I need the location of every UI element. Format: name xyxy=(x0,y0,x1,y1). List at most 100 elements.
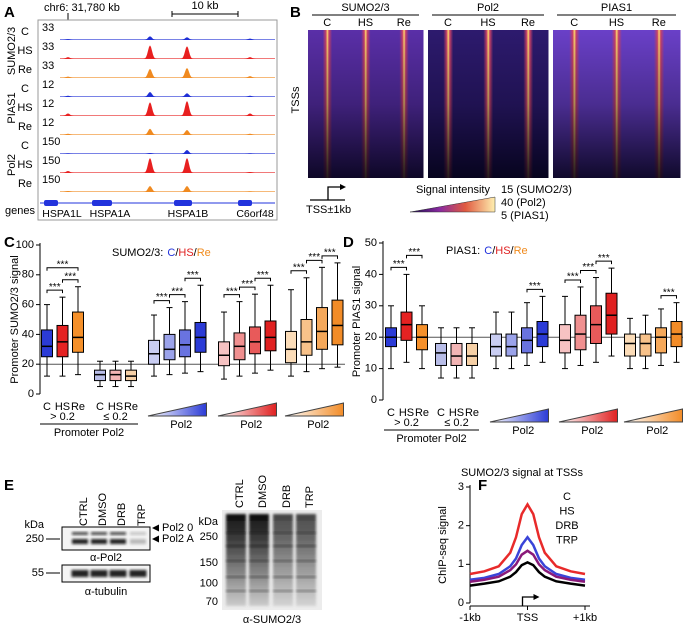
gene-block xyxy=(92,200,112,206)
heatmap-shade xyxy=(428,30,549,178)
track-group-label: PIAS1 xyxy=(6,92,18,123)
lane-label: DMSO xyxy=(257,475,269,508)
box xyxy=(331,299,344,346)
blot-band xyxy=(273,590,293,592)
colorbar xyxy=(409,196,496,213)
box-label: HS xyxy=(55,401,70,413)
box xyxy=(559,324,571,354)
lane-label: CTRL xyxy=(234,479,246,508)
significance-label: *** xyxy=(226,286,238,297)
tss-arrow xyxy=(521,596,536,606)
track-peak xyxy=(241,38,259,40)
blot-band xyxy=(249,545,269,547)
blot-band xyxy=(273,576,293,578)
track-baseline xyxy=(60,153,275,154)
y-axis-label: Promoter PIAS1 signal xyxy=(351,266,363,377)
title-part: / xyxy=(194,247,198,259)
gene-name: C6orf48 xyxy=(236,208,274,220)
title-part: C xyxy=(167,247,175,259)
heatmap-column-label: C xyxy=(323,17,331,29)
track-peak xyxy=(241,95,259,97)
blot-band xyxy=(226,576,246,578)
lane-label: DRB xyxy=(116,503,128,526)
group-title: Promoter Pol2 xyxy=(54,427,124,439)
box-label: C xyxy=(387,407,395,419)
blot-band xyxy=(273,532,293,534)
group-label: ≤ 0.2 xyxy=(103,411,127,423)
box-label: HS xyxy=(399,407,414,419)
track-baseline xyxy=(60,191,275,192)
y-tick-label: 10 xyxy=(365,363,377,375)
box-label: C xyxy=(96,401,104,413)
colorbar-max: 40 (Pol2) xyxy=(501,197,546,209)
y-tick-label: 30 xyxy=(365,300,377,312)
panel-label: F xyxy=(478,477,487,494)
y-tick-label: 20 xyxy=(22,358,34,370)
heatmap-shade xyxy=(553,30,681,178)
track-peak xyxy=(241,76,259,78)
track-label: Re xyxy=(18,64,32,76)
group-label: Pol2 xyxy=(512,425,534,437)
lane-label: DRB xyxy=(281,485,293,508)
blot-band xyxy=(130,532,146,535)
heatmap-column-label: Re xyxy=(652,17,666,29)
track-group-label: SUMO2/3 xyxy=(6,27,18,75)
track-scale: 150 xyxy=(42,155,60,167)
antibody-label: α-Pol2 xyxy=(90,552,122,564)
track-peak xyxy=(141,68,159,78)
panel-label: E xyxy=(4,477,14,494)
significance-bracket xyxy=(62,279,79,283)
band-arrow xyxy=(152,524,159,532)
box-label: Re xyxy=(124,401,138,413)
box xyxy=(505,333,518,357)
x-tick-label: +1kb xyxy=(573,612,597,624)
panel-label: B xyxy=(290,4,301,21)
y-tick-label: 1 xyxy=(458,558,464,570)
blot-band xyxy=(296,532,316,534)
significance-label: *** xyxy=(598,253,610,264)
gene-name: HSPA1L xyxy=(42,208,82,220)
significance-bracket xyxy=(153,300,170,304)
box-label: Re xyxy=(465,407,479,419)
lane-label: CTRL xyxy=(78,497,90,526)
y-tick-label: 40 xyxy=(365,268,377,280)
blot-band xyxy=(71,570,89,577)
kda-marker: 150 xyxy=(200,557,218,569)
blot-band xyxy=(91,539,107,544)
title-part: / xyxy=(511,245,515,257)
box xyxy=(466,342,478,366)
legend-entry: C xyxy=(563,491,571,503)
browser-frame xyxy=(37,19,278,221)
significance-bracket xyxy=(306,259,323,264)
significance-label: *** xyxy=(582,262,594,273)
colorbar-max: 5 (PIAS1) xyxy=(501,210,549,222)
track-peak xyxy=(141,92,159,97)
heatmap-column-label: Re xyxy=(521,17,535,29)
blot-band xyxy=(110,532,126,535)
track-baseline xyxy=(60,77,275,78)
significance-bracket xyxy=(564,279,581,283)
y-tick-label: 2 xyxy=(458,520,464,532)
track-scale: 33 xyxy=(42,41,54,53)
significance-label: *** xyxy=(64,271,76,282)
track-label: Re xyxy=(18,178,32,190)
track-peak xyxy=(141,153,159,154)
title-part: Re xyxy=(197,247,211,259)
title-part: C xyxy=(484,245,492,257)
heatmap-column-label: C xyxy=(570,17,578,29)
box xyxy=(249,326,261,355)
gene-block xyxy=(44,200,58,206)
pol2-ramp xyxy=(489,408,549,423)
y-tick-label: 100 xyxy=(16,239,34,251)
box xyxy=(179,329,191,358)
significance-bracket xyxy=(526,288,543,293)
significance-label: *** xyxy=(663,287,675,298)
heatmap-group-label: PIAS1 xyxy=(601,2,632,14)
y-tick-label: 3 xyxy=(458,481,464,493)
track-peak xyxy=(59,95,77,97)
colorbar-label: Signal intensity xyxy=(416,184,490,196)
significance-label: *** xyxy=(241,279,253,290)
significance-bracket xyxy=(321,255,338,259)
gene-block xyxy=(174,200,192,206)
x-tick-label: TSS xyxy=(517,612,538,624)
